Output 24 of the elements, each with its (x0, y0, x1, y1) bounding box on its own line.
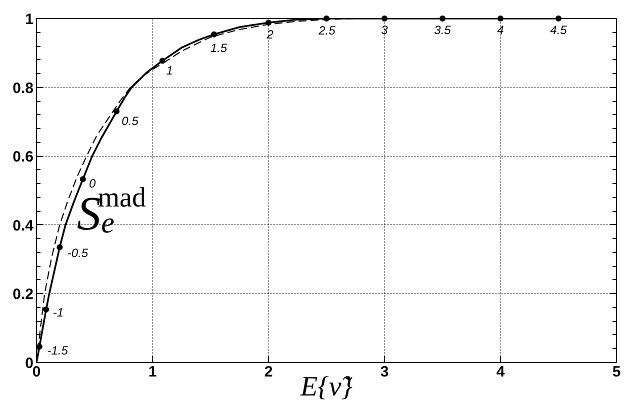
annotation: 2 (266, 27, 274, 42)
annotation: 2.5 (318, 23, 336, 38)
annotation: 4.5 (550, 23, 568, 37)
annotation: 3.5 (434, 23, 452, 37)
x-tick-label: 2 (264, 364, 273, 380)
y-tick-label: 0.8 (12, 80, 34, 97)
annotation: -1.5 (47, 343, 68, 358)
annotation: 4 (497, 23, 504, 37)
x-tick-label: 3 (380, 364, 389, 380)
annotation: 1 (166, 63, 173, 78)
y-tick-label: 1 (25, 11, 34, 28)
annotation: -1 (52, 305, 64, 320)
y-tick-label: 0.6 (12, 148, 34, 166)
annotation: 1.5 (210, 40, 228, 55)
annotation: 0.5 (122, 114, 139, 128)
x-axis-title: E{ν̃} (300, 372, 354, 402)
x-tick-label: 1 (148, 364, 157, 380)
annotation: -0.5 (67, 246, 88, 260)
x-tick-label: 4 (496, 364, 506, 380)
y-tick-label: 0.4 (12, 217, 34, 234)
x-tick-label: 5 (612, 364, 621, 380)
y-tick-label: 0.2 (12, 286, 34, 304)
annotation: 0 (88, 176, 96, 191)
annotation: 3 (381, 23, 388, 37)
